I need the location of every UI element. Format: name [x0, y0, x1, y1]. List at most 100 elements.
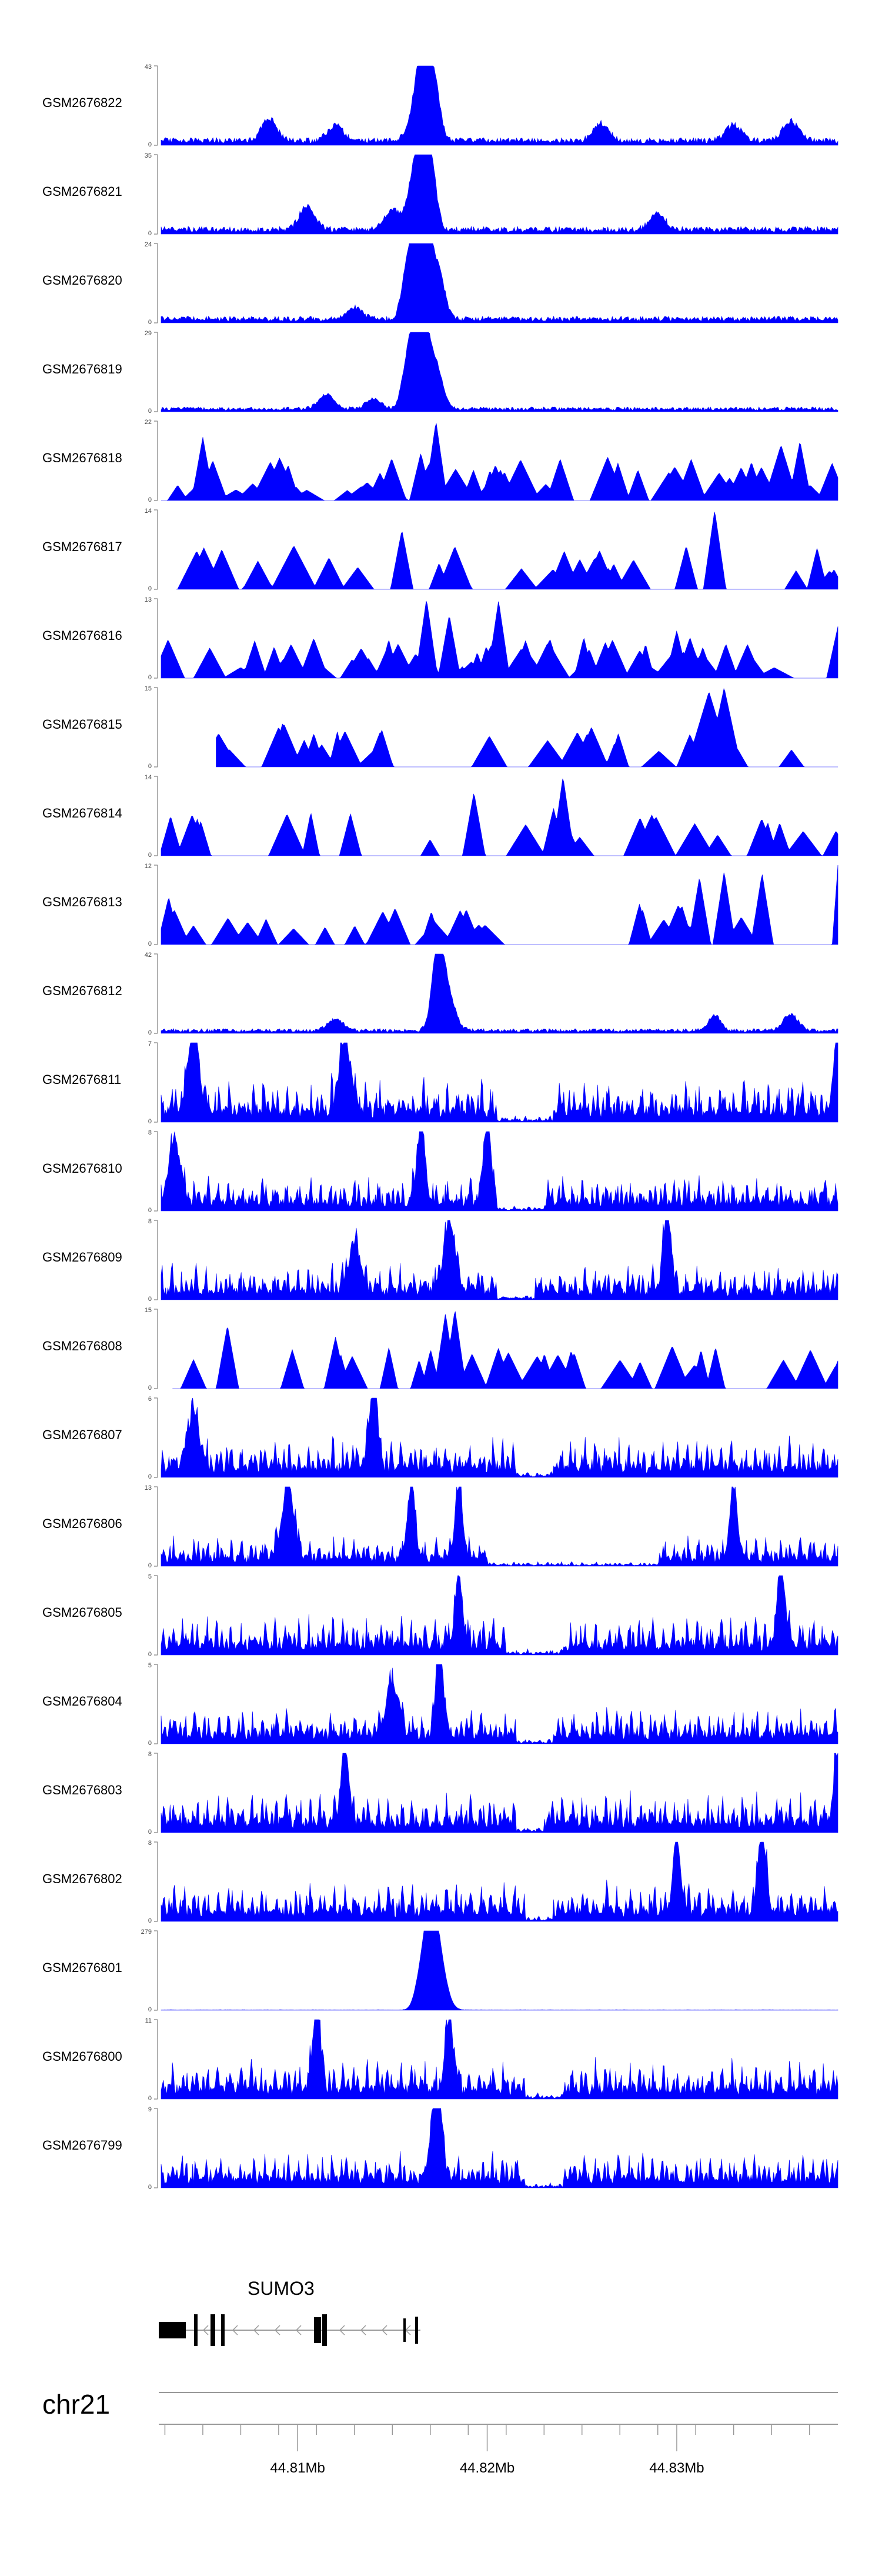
strand-arrow-left	[274, 2325, 280, 2335]
y-max-label: 15	[145, 1307, 152, 1314]
track-label: GSM2676822	[42, 95, 122, 110]
track-GSM2676808: GSM2676808 15 0	[42, 1307, 838, 1392]
coverage-area	[161, 600, 838, 679]
track-GSM2676819: GSM2676819 29 0	[42, 330, 838, 415]
y-min-label: 0	[148, 1828, 152, 1836]
track-label: GSM2676821	[42, 184, 122, 199]
track-label: GSM2676813	[42, 895, 122, 909]
major-ticks: 44.81Mb 44.82Mb 44.83Mb	[270, 2424, 704, 2476]
track-GSM2676822: GSM2676822 43 0	[42, 64, 838, 148]
y-max-label: 35	[145, 152, 152, 159]
y-max-label: 9	[148, 2106, 152, 2113]
track-GSM2676816: GSM2676816 13 0	[42, 596, 838, 681]
track-label: GSM2676820	[42, 273, 122, 288]
gene-name-label: SUMO3	[248, 2278, 315, 2299]
coverage-area	[176, 512, 838, 590]
strand-arrow-left	[253, 2325, 259, 2335]
track-label: GSM2676814	[42, 806, 122, 820]
track-GSM2676807: GSM2676807 6 0	[42, 1396, 838, 1480]
y-min-label: 0	[148, 1029, 152, 1036]
exon	[194, 2314, 198, 2346]
track-GSM2676809: GSM2676809 8 0	[42, 1218, 838, 1303]
strand-arrow-left	[295, 2325, 302, 2335]
y-max-label: 5	[148, 1573, 152, 1580]
track-GSM2676800: GSM2676800 11 0	[42, 2017, 838, 2102]
track-label: GSM2676800	[42, 2049, 122, 2064]
y-max-label: 14	[145, 508, 152, 515]
coverage-area	[216, 688, 838, 768]
y-min-label: 0	[148, 2006, 152, 2013]
y-max-label: 43	[145, 64, 152, 71]
track-GSM2676817: GSM2676817 14 0	[42, 508, 838, 592]
x-tick-label: 44.82Mb	[460, 2460, 514, 2476]
track-GSM2676820: GSM2676820 24 0	[42, 241, 838, 326]
track-label: GSM2676818	[42, 451, 122, 465]
exon	[211, 2314, 215, 2346]
track-label: GSM2676802	[42, 1871, 122, 1886]
track-label: GSM2676806	[42, 1516, 122, 1531]
track-GSM2676805: GSM2676805 5 0	[42, 1573, 838, 1658]
strand-arrows	[202, 2325, 411, 2335]
track-label: GSM2676810	[42, 1161, 122, 1176]
y-max-label: 15	[145, 685, 152, 692]
track-label: GSM2676819	[42, 362, 122, 376]
track-GSM2676818: GSM2676818 22 0	[42, 419, 838, 503]
strand-arrow-left	[232, 2325, 238, 2335]
y-max-label: 8	[148, 1751, 152, 1758]
track-label: GSM2676801	[42, 1960, 122, 1975]
y-max-label: 13	[145, 1484, 152, 1491]
y-max-label: 13	[145, 596, 152, 603]
track-label: GSM2676807	[42, 1427, 122, 1442]
y-max-label: 14	[145, 774, 152, 781]
track-GSM2676815: GSM2676815 15 0	[42, 685, 838, 770]
track-GSM2676814: GSM2676814 14 0	[42, 774, 838, 859]
y-min-label: 0	[148, 585, 152, 592]
y-max-label: 5	[148, 1662, 152, 1669]
strand-arrow-left	[360, 2325, 366, 2335]
coverage-area	[161, 1486, 838, 1567]
x-tick-label: 44.83Mb	[649, 2460, 704, 2476]
exon	[415, 2317, 418, 2344]
track-GSM2676806: GSM2676806 13 0	[42, 1484, 838, 1569]
track-GSM2676811: GSM2676811 7 0	[42, 1040, 838, 1125]
coverage-area	[161, 953, 838, 1034]
coverage-area	[161, 1664, 838, 1744]
track-label: GSM2676804	[42, 1694, 122, 1709]
track-label: GSM2676817	[42, 539, 122, 554]
track-GSM2676813: GSM2676813 12 0	[42, 863, 838, 947]
chromosome-ideogram: chr21	[42, 2389, 838, 2420]
genomic-axis: 44.81Mb 44.82Mb 44.83Mb	[159, 2424, 838, 2476]
x-tick-label: 44.81Mb	[270, 2460, 325, 2476]
track-GSM2676804: GSM2676804 5 0	[42, 1662, 838, 1747]
coverage-area	[161, 243, 838, 323]
track-label: GSM2676805	[42, 1605, 122, 1620]
coverage-area	[161, 1042, 838, 1123]
y-min-label: 0	[148, 852, 152, 859]
track-label: GSM2676799	[42, 2138, 122, 2153]
y-min-label: 0	[148, 408, 152, 415]
y-max-label: 8	[148, 1129, 152, 1136]
coverage-area	[161, 1841, 838, 1922]
coverage-area	[161, 65, 838, 146]
y-min-label: 0	[148, 2095, 152, 2102]
track-GSM2676821: GSM2676821 35 0	[42, 152, 838, 237]
y-min-label: 0	[148, 1740, 152, 1747]
y-min-label: 0	[148, 319, 152, 326]
exon	[322, 2314, 327, 2346]
coverage-area	[161, 1397, 838, 1478]
coverage-area	[161, 1131, 838, 1212]
y-max-label: 8	[148, 1218, 152, 1225]
exons	[159, 2314, 418, 2346]
track-GSM2676803: GSM2676803 8 0	[42, 1751, 838, 1836]
y-min-label: 0	[148, 1917, 152, 1924]
track-GSM2676802: GSM2676802 8 0	[42, 1840, 838, 1924]
y-max-label: 8	[148, 1840, 152, 1847]
exon	[159, 2322, 186, 2338]
coverage-area	[161, 2019, 838, 2100]
coverage-area	[161, 2108, 838, 2188]
strand-arrow-left	[339, 2325, 345, 2335]
track-GSM2676799: GSM2676799 9 0	[42, 2106, 838, 2191]
track-label: GSM2676809	[42, 1250, 122, 1264]
track-label: GSM2676815	[42, 717, 122, 732]
